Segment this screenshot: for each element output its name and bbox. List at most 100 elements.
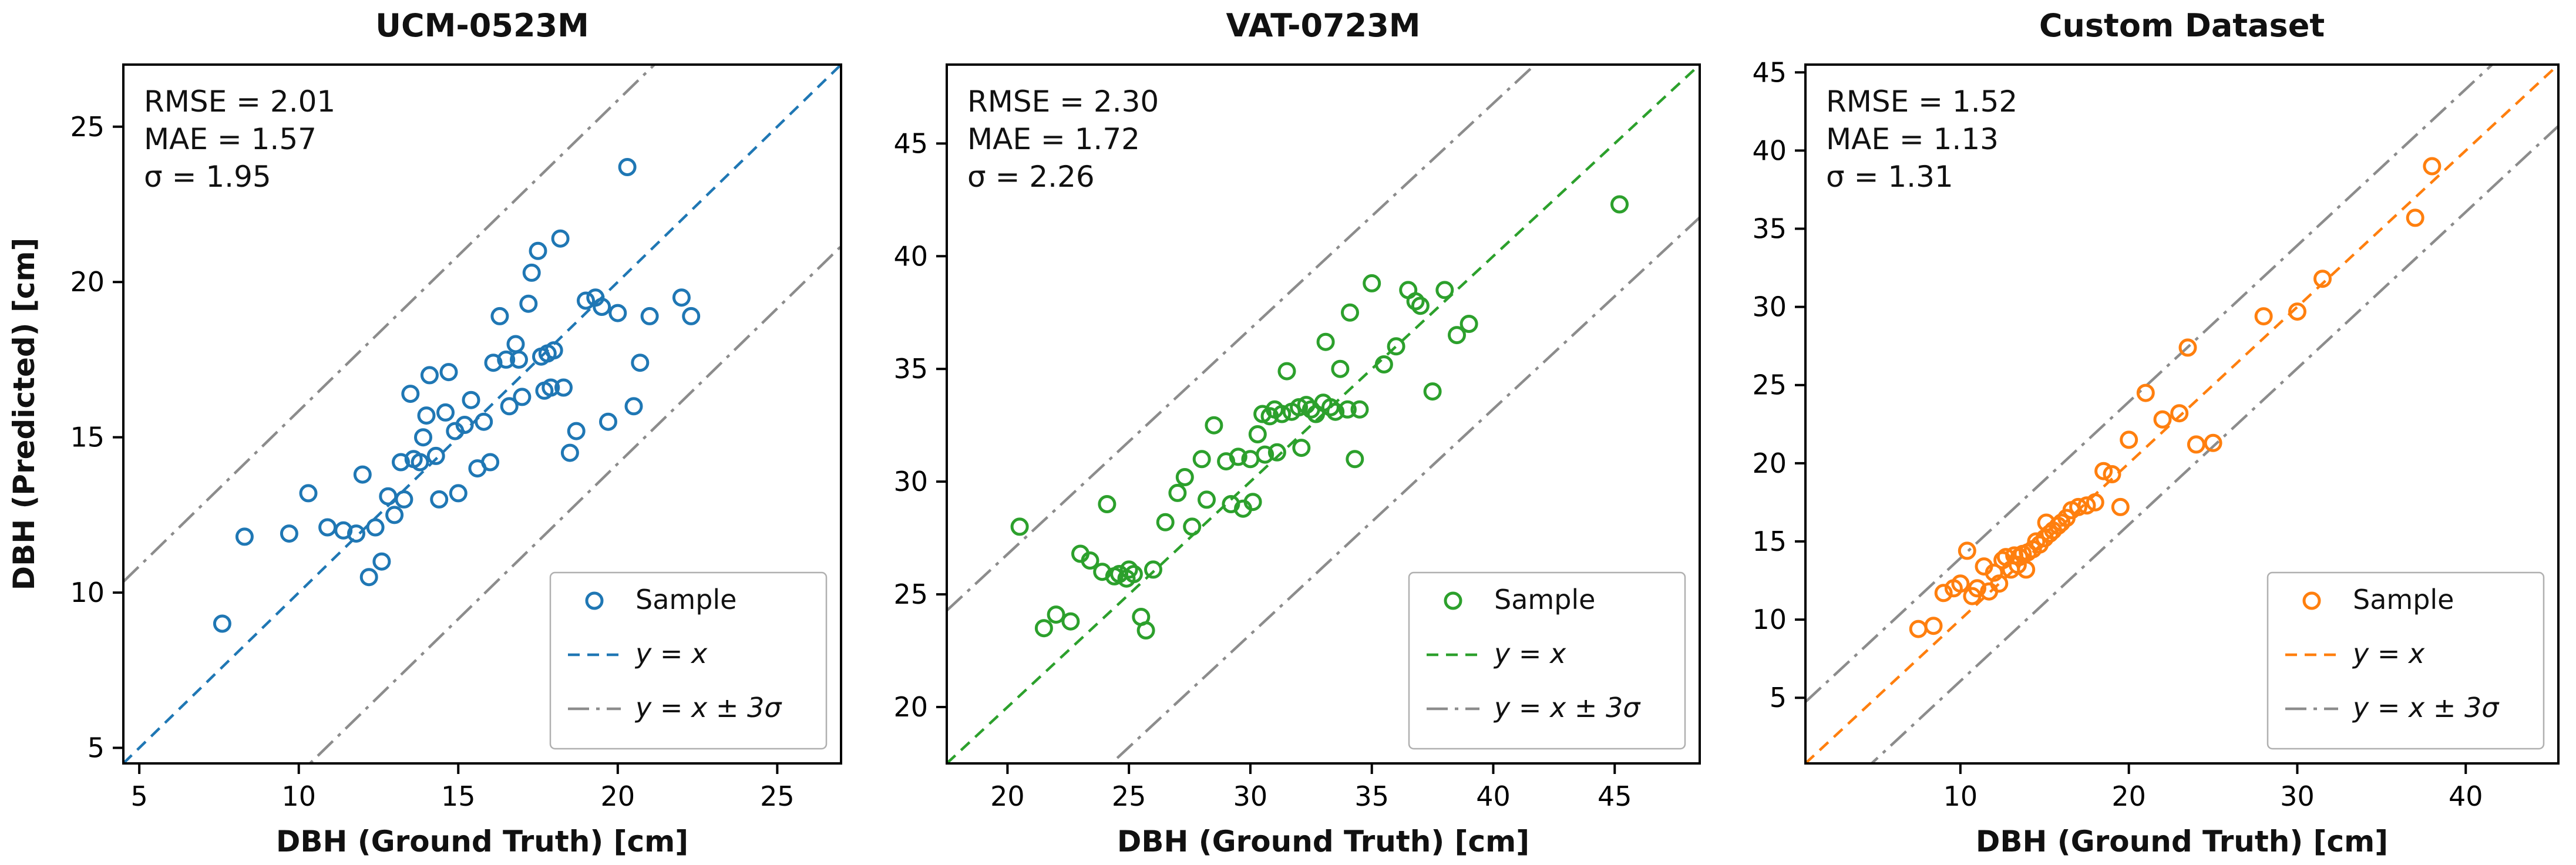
legend: Sample y = x y = x ± 3σ [1408, 571, 1686, 750]
sample-point [522, 263, 541, 282]
sample-point [1081, 551, 1099, 570]
sample-point [577, 291, 595, 310]
sample-point [1448, 326, 1466, 345]
sample-point [1156, 513, 1175, 531]
sample-point [672, 288, 691, 307]
stats-line: RMSE = 2.30 [967, 85, 1159, 119]
y-tick-label: 20 [893, 691, 928, 723]
sample-point [1321, 398, 1340, 416]
sample-point [1248, 425, 1267, 443]
y-tick-label: 30 [1752, 291, 1787, 323]
sample-point [506, 335, 525, 354]
sample-point [1183, 517, 1202, 536]
legend-sample-marker [1444, 591, 1462, 610]
sample-point [318, 518, 337, 537]
axes-frame [946, 63, 1701, 765]
reference-lines [123, 65, 841, 763]
sample-point [353, 465, 372, 484]
stats-line: MAE = 1.57 [144, 122, 317, 156]
sample-point [1338, 400, 1357, 419]
sample-point [1034, 619, 1053, 638]
x-tick-label: 30 [1233, 780, 1268, 812]
scatter-points [1010, 195, 1629, 640]
sample-point [299, 484, 318, 503]
legend: Sample y = x y = x ± 3σ [2266, 571, 2545, 750]
scatter-points [213, 158, 701, 633]
sample-point [2052, 513, 2071, 532]
sample-point [436, 403, 455, 422]
sample-point [2017, 560, 2036, 579]
sample-point [2103, 465, 2121, 483]
legend-label: y = x ± 3σ [634, 692, 782, 723]
x-tick-label: 25 [760, 780, 795, 812]
sample-point [1061, 612, 1080, 631]
legend-label: y = x [1493, 638, 1566, 669]
sample-point [608, 304, 627, 322]
sample-point [551, 229, 570, 248]
sigma-lower-line [308, 245, 841, 763]
axis-ticks: 5 10 15 20 25 5 10 15 20 25 [70, 111, 794, 812]
scatter-plot-custom-dataset: 10 20 30 40 5 10 15 20 25 30 35 40 45 RMSE = 1.52MAE … [1752, 56, 2560, 859]
sample-point [542, 378, 560, 397]
sample-point [280, 524, 298, 543]
panel-ucm-0523m: UCM-0523M 5 10 15 20 25 5 10 15 20 25 RMSE = 2.01 M… [0, 0, 859, 865]
y-tick-label: 40 [893, 240, 928, 272]
sample-point [334, 521, 353, 540]
x-axis-label: DBH (Ground Truth) [cm] [1976, 824, 2388, 859]
sample-point [682, 307, 701, 325]
y-tick-label: 30 [893, 466, 928, 497]
sample-point [2254, 307, 2273, 326]
sample-point [2069, 497, 2088, 516]
sample-point [631, 354, 650, 372]
sample-point [513, 388, 532, 406]
sample-point [2086, 493, 2104, 511]
sample-point [449, 484, 468, 503]
panel-vat-0723m: VAT-0723M 20 25 30 35 40 45 20 25 30 35 40 45 RMSE =… [859, 0, 1717, 865]
sample-point [2094, 462, 2113, 480]
sample-point [359, 568, 378, 587]
chart-title-ucm-0523m: UCM-0523M [375, 7, 589, 44]
x-tick-label: 10 [281, 780, 316, 812]
sample-point [481, 453, 500, 472]
sample-point [401, 385, 420, 403]
sample-point [554, 378, 573, 397]
sample-point [1256, 445, 1274, 464]
sample-point [1459, 315, 1478, 333]
y-tick-label: 20 [70, 266, 105, 298]
x-tick-label: 5 [131, 780, 148, 812]
sample-point [2153, 410, 2172, 429]
sample-point [1423, 382, 1442, 401]
sample-point [1047, 605, 1065, 624]
sample-point [1010, 517, 1029, 536]
x-tick-label: 35 [1354, 780, 1389, 812]
y-tick-label: 15 [1752, 526, 1787, 557]
sample-point [1374, 355, 1393, 373]
sample-point [544, 341, 563, 360]
x-tick-label: 20 [2111, 780, 2146, 812]
sample-point [1346, 450, 1364, 469]
sample-point [366, 518, 385, 537]
sample-point [2313, 270, 2332, 288]
sample-point [2204, 433, 2222, 452]
sample-point [411, 453, 429, 472]
stats-line: σ = 2.26 [967, 160, 1095, 194]
sample-point [593, 298, 611, 316]
sample-point [1297, 396, 1316, 415]
sample-point [417, 406, 436, 425]
y-tick-label: 5 [88, 732, 105, 764]
sample-point [395, 490, 413, 509]
sample-point [1363, 274, 1381, 292]
y-tick-label: 45 [893, 127, 928, 159]
sample-point [2406, 208, 2424, 227]
sample-point [1243, 493, 1262, 511]
sample-point [560, 443, 579, 462]
x-tick-label: 20 [601, 780, 635, 812]
sample-point [1136, 621, 1155, 640]
y-tick-label: 10 [70, 577, 105, 608]
legend-label: Sample [2353, 584, 2454, 615]
y-tick-label: 20 [1752, 447, 1787, 479]
y-tick-label: 25 [893, 578, 928, 610]
sample-point [235, 527, 254, 546]
